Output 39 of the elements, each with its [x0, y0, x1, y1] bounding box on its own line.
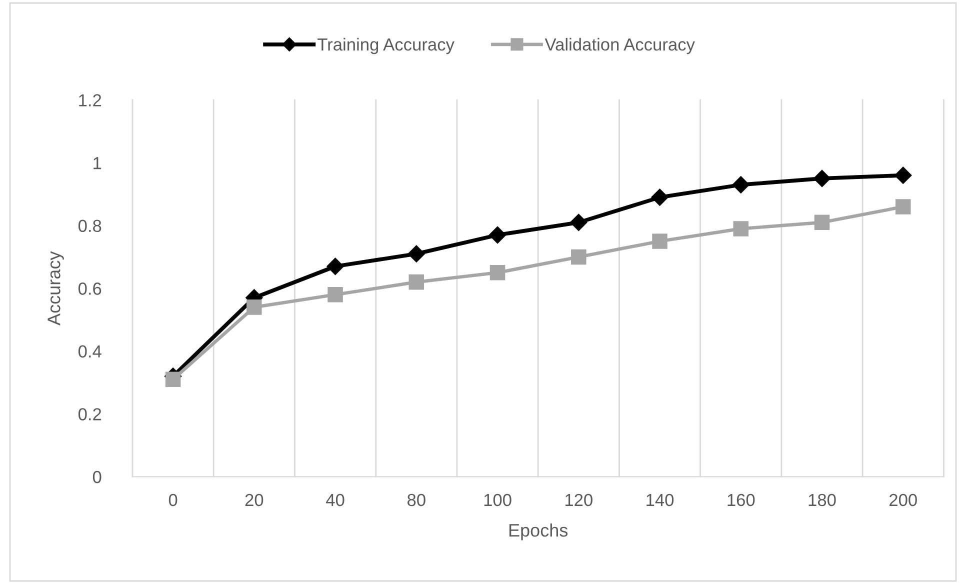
point — [488, 226, 506, 244]
point — [894, 166, 912, 184]
point — [733, 221, 749, 236]
x-tick-label: 0 — [168, 494, 178, 506]
x-tick-label: 160 — [728, 494, 755, 506]
point — [814, 214, 830, 230]
y-axis-title: Accuracy — [48, 251, 64, 326]
y-tick-label: 0.4 — [78, 345, 102, 358]
point — [813, 170, 831, 188]
x-tick-label: 200 — [890, 494, 917, 506]
x-tick-label: 20 — [245, 494, 264, 506]
y-tick-label: 1 — [94, 157, 102, 170]
point — [490, 265, 506, 280]
y-tick-label: 0 — [92, 470, 102, 484]
x-tick-label: 40 — [326, 494, 344, 506]
y-tick-label: 0.8 — [78, 220, 102, 232]
y-tick-label: 0.6 — [78, 282, 102, 295]
point — [408, 245, 425, 262]
point — [326, 258, 344, 275]
point — [571, 249, 586, 265]
point — [328, 286, 343, 302]
point — [652, 234, 668, 249]
y-tick-label: 1.2 — [79, 94, 102, 106]
point — [246, 300, 262, 315]
legend-label: Training Accuracy — [318, 38, 454, 54]
point — [165, 372, 181, 388]
legend-label: Validation Accuracy — [544, 38, 695, 54]
y-tick-label: 0.2 — [78, 408, 102, 420]
point — [570, 214, 588, 231]
x-tick-label: 140 — [646, 494, 674, 506]
x-axis-title: Epochs — [509, 523, 568, 540]
x-tick-label: 180 — [808, 494, 836, 506]
point — [732, 176, 750, 194]
point — [895, 199, 911, 214]
point — [408, 274, 424, 290]
x-tick-label: 120 — [565, 494, 592, 506]
x-tick-label: 80 — [408, 494, 426, 506]
x-tick-label: 100 — [484, 494, 512, 506]
point — [651, 188, 668, 206]
